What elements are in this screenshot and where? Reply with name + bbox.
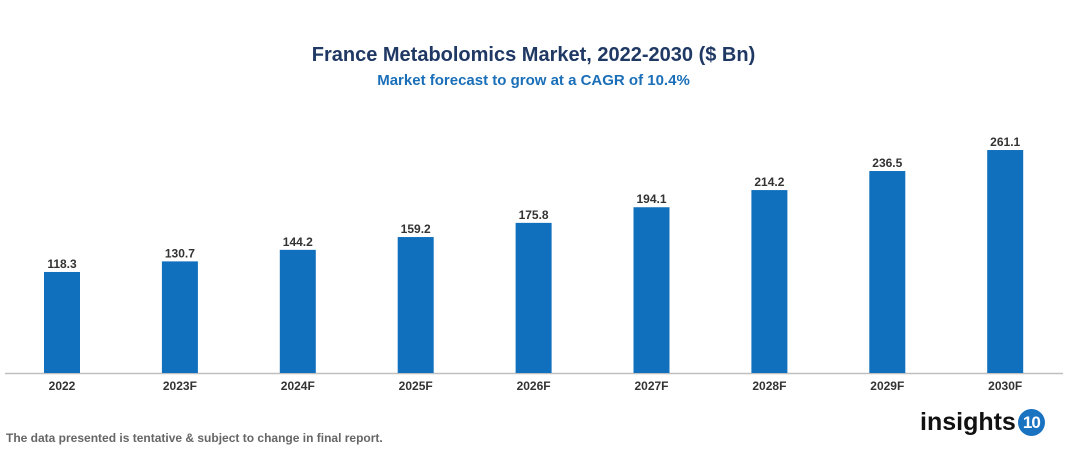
data-label: 236.5 xyxy=(872,156,902,170)
logo-text: insights xyxy=(920,408,1016,436)
bar-2026F xyxy=(515,222,552,373)
chart-title: France Metabolomics Market, 2022-2030 ($… xyxy=(311,44,756,66)
x-tick-label: 2028F xyxy=(752,379,786,393)
data-label: 214.2 xyxy=(754,175,784,189)
x-tick-label: 2025F xyxy=(399,379,433,393)
insights10-logo: insights 10 xyxy=(920,408,1045,437)
data-label: 159.2 xyxy=(401,222,431,236)
x-tick-label: 2029F xyxy=(870,379,904,393)
x-tick-label: 2027F xyxy=(634,379,668,393)
x-tick-label: 2024F xyxy=(281,379,315,393)
bar-2029F xyxy=(869,171,906,373)
data-label: 130.7 xyxy=(165,246,195,260)
bar-2030F xyxy=(987,150,1024,373)
logo-badge: 10 xyxy=(1017,409,1045,436)
bar-2022 xyxy=(44,271,80,373)
disclaimer-note: The data presented is tentative & subjec… xyxy=(6,431,383,445)
data-label: 261.1 xyxy=(990,135,1020,149)
data-label: 118.3 xyxy=(47,257,77,271)
bar-2028F xyxy=(751,190,788,373)
data-label: 194.1 xyxy=(636,192,666,206)
x-tick-label: 2022 xyxy=(49,379,76,393)
bar-2025F xyxy=(397,237,434,373)
x-tick-label: 2023F xyxy=(163,379,197,393)
bar-2024F xyxy=(279,249,316,373)
data-label: 144.2 xyxy=(283,235,313,249)
chart-subtitle: Market forecast to grow at a CAGR of 10.… xyxy=(377,72,690,89)
bar-2023F xyxy=(161,261,198,373)
bar-2027F xyxy=(633,207,670,373)
data-label: 175.8 xyxy=(519,208,549,222)
x-tick-label: 2030F xyxy=(988,379,1022,393)
x-tick-label: 2026F xyxy=(517,379,551,393)
